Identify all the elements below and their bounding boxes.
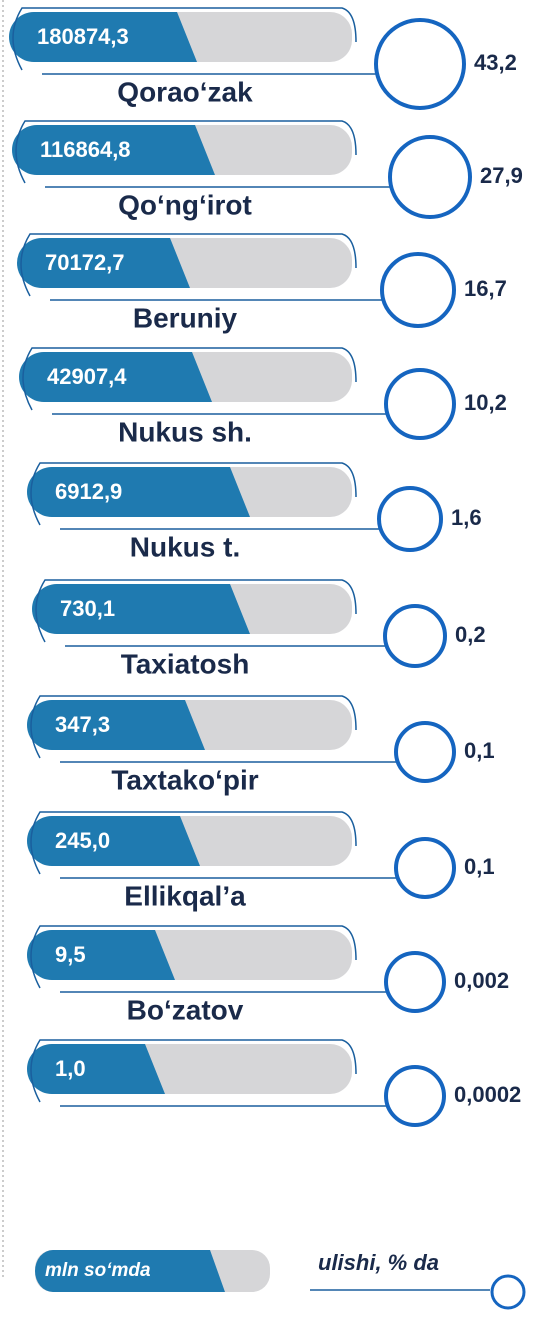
bar-value: 347,3 bbox=[55, 712, 110, 737]
bar-outline bbox=[22, 347, 357, 411]
percent-circle bbox=[374, 18, 466, 110]
bar-fill bbox=[27, 1044, 165, 1094]
percent-circle bbox=[394, 837, 456, 899]
bar-outline bbox=[30, 1039, 357, 1103]
bar-fill bbox=[12, 125, 215, 175]
region-name: Ellikqal’a bbox=[124, 880, 246, 911]
percent-value: 16,7 bbox=[464, 276, 507, 301]
percent-circle bbox=[394, 721, 456, 783]
bar-fill bbox=[27, 467, 250, 517]
region-name: Beruniy bbox=[133, 302, 238, 333]
percent-value: 0,2 bbox=[455, 622, 486, 647]
bar-value: 42907,4 bbox=[47, 364, 127, 389]
bar-outline bbox=[12, 7, 357, 71]
bar-outline bbox=[30, 695, 357, 759]
bar-value: 245,0 bbox=[55, 828, 110, 853]
bar-fill bbox=[9, 12, 197, 62]
bar-outline bbox=[30, 462, 357, 526]
bar-fill bbox=[27, 816, 200, 866]
bar-value: 180874,3 bbox=[37, 24, 129, 49]
percent-value: 0,002 bbox=[454, 968, 509, 993]
percent-value: 0,1 bbox=[464, 738, 495, 763]
bar-outline bbox=[35, 579, 357, 643]
percent-value: 0,0002 bbox=[454, 1082, 521, 1107]
region-name: Qo‘ng‘irot bbox=[118, 189, 252, 220]
region-name: Nukus sh. bbox=[118, 416, 252, 447]
bar-fill bbox=[17, 238, 190, 288]
bar-fill bbox=[27, 700, 205, 750]
legend-circle bbox=[490, 1274, 526, 1310]
percent-circle bbox=[377, 486, 443, 552]
bar-outline bbox=[20, 233, 357, 297]
region-name: Qorao‘zak bbox=[117, 76, 253, 107]
bar-fill bbox=[19, 352, 212, 402]
region-name: Taxiatosh bbox=[121, 648, 250, 679]
bar-outline bbox=[30, 925, 357, 989]
bar-fill bbox=[32, 584, 250, 634]
bar-fill bbox=[27, 930, 175, 980]
legend-bar-label: mln so‘mda bbox=[45, 1260, 151, 1281]
bar-value: 6912,9 bbox=[55, 479, 122, 504]
percent-circle bbox=[383, 604, 447, 668]
percent-circle bbox=[384, 1065, 446, 1127]
percent-circle bbox=[384, 951, 446, 1013]
bar-value: 70172,7 bbox=[45, 250, 125, 275]
region-name: Nukus t. bbox=[130, 531, 240, 562]
bar-value: 9,5 bbox=[55, 942, 86, 967]
percent-value: 0,1 bbox=[464, 854, 495, 879]
percent-circle bbox=[388, 135, 472, 219]
legend-circle-label: ulishi, % da bbox=[318, 1250, 439, 1275]
percent-circle bbox=[380, 252, 456, 328]
region-name: Taxtako‘pir bbox=[111, 764, 258, 795]
bar-outline bbox=[30, 811, 357, 875]
bar-outline bbox=[15, 120, 357, 184]
legend-bar-fill bbox=[35, 1250, 225, 1292]
bar-value: 116864,8 bbox=[40, 137, 131, 162]
percent-value: 1,6 bbox=[451, 505, 482, 530]
bar-value: 1,0 bbox=[55, 1056, 86, 1081]
region-name: Bo‘zatov bbox=[127, 994, 244, 1025]
percent-value: 27,9 bbox=[480, 163, 523, 188]
percent-value: 10,2 bbox=[464, 390, 507, 415]
bar-value: 730,1 bbox=[60, 596, 115, 621]
percent-circle bbox=[384, 368, 456, 440]
percent-value: 43,2 bbox=[474, 50, 517, 75]
